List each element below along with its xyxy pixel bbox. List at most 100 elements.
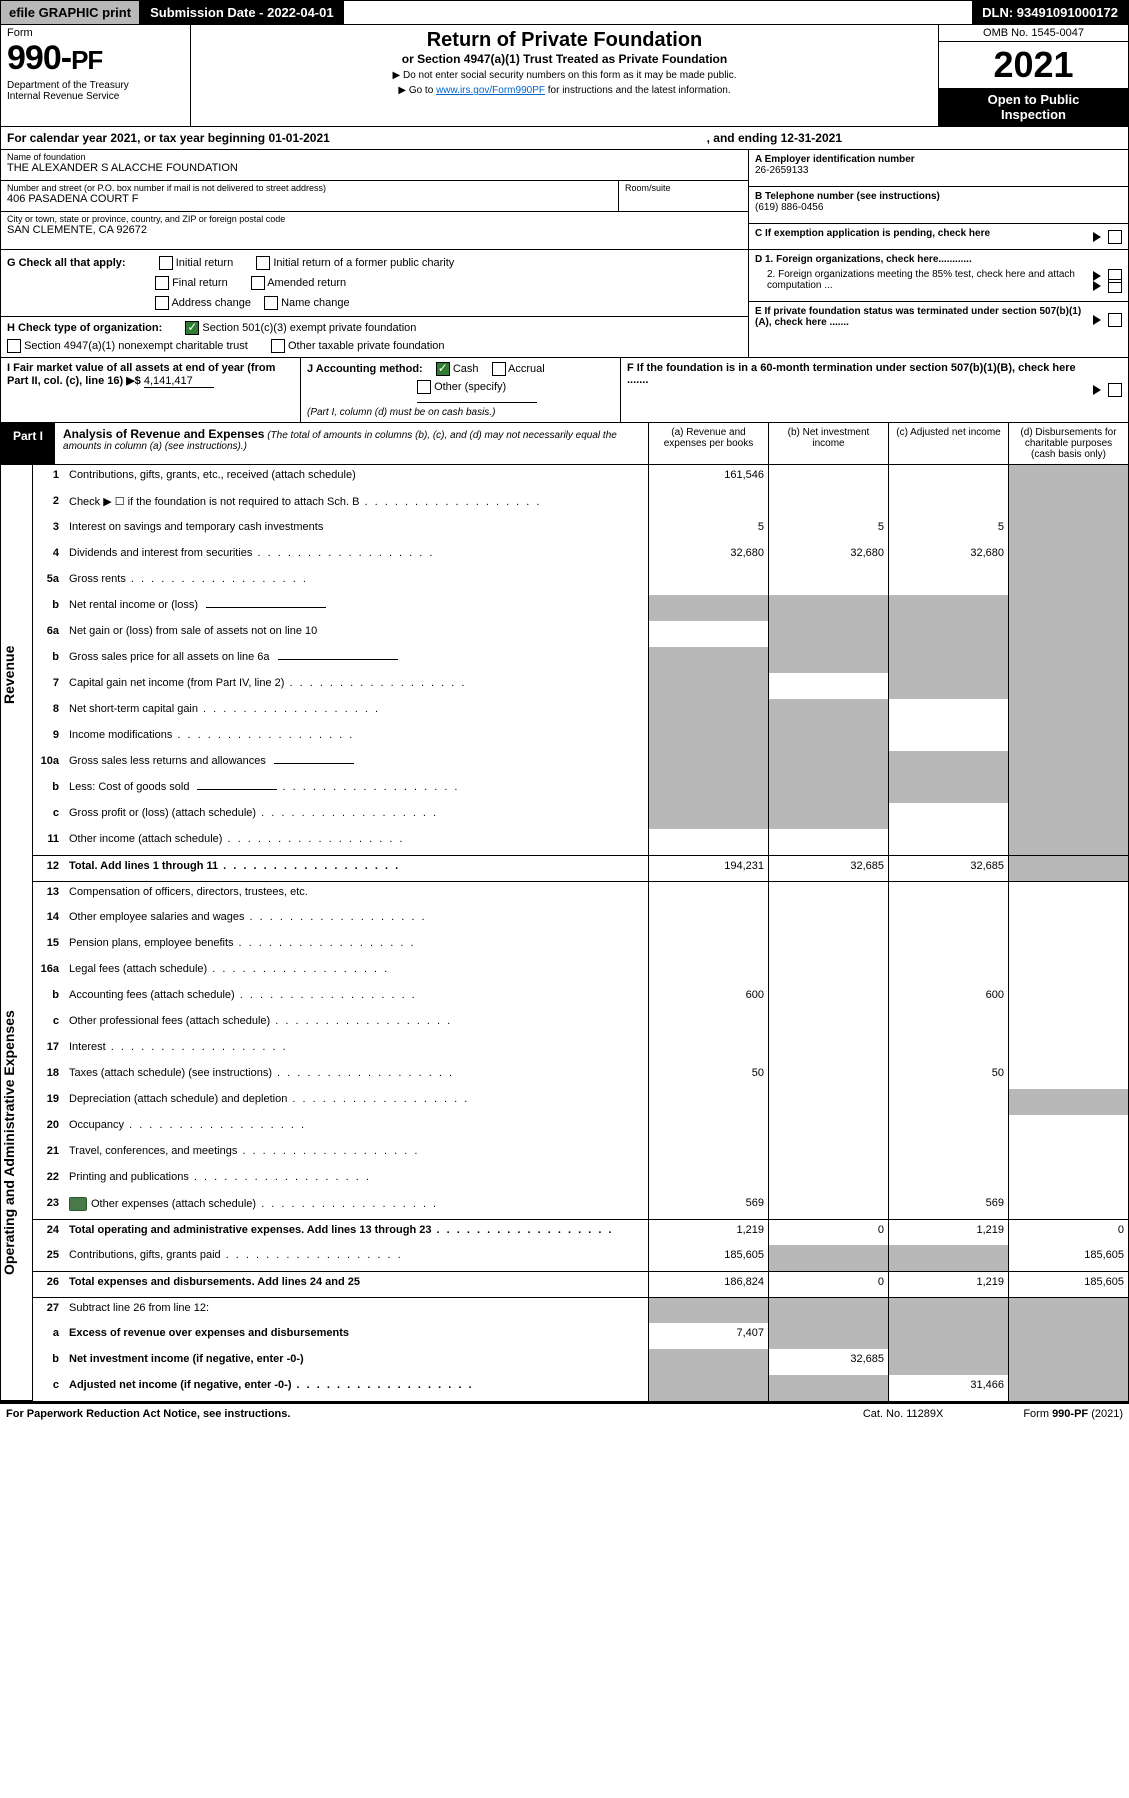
line-text: Gross sales less returns and allowances	[67, 751, 648, 777]
amt-c	[888, 882, 1008, 907]
dept-treasury: Department of the Treasury Internal Reve…	[7, 80, 184, 102]
amt-c	[888, 465, 1008, 491]
bullet-2-post: for instructions and the latest informat…	[545, 85, 731, 96]
line-num: 9	[33, 725, 67, 751]
amt-b	[768, 1063, 888, 1089]
line-row: 23Other expenses (attach schedule)569569	[33, 1193, 1128, 1219]
line-text: Other professional fees (attach schedule…	[67, 1011, 648, 1037]
g-opt-2: Final return	[172, 277, 228, 289]
line-num: 5a	[33, 569, 67, 595]
line-text: Gross sales price for all assets on line…	[67, 647, 648, 673]
d2-check	[1090, 279, 1122, 293]
d1-label: D 1. Foreign organizations, check here..…	[755, 254, 972, 265]
foundation-name: THE ALEXANDER S ALACCHE FOUNDATION	[7, 162, 742, 174]
amt-c	[888, 907, 1008, 933]
col-b: (b) Net investment income	[768, 423, 888, 464]
amt-a: 7,407	[648, 1323, 768, 1349]
amt-b	[768, 1011, 888, 1037]
part1-desc: Analysis of Revenue and Expenses (The to…	[55, 423, 648, 464]
line-row: 7Capital gain net income (from Part IV, …	[33, 673, 1128, 699]
g-opt-1: Initial return of a former public charit…	[273, 257, 454, 269]
omb-number: OMB No. 1545-0047	[939, 25, 1128, 42]
side-labels: Revenue Operating and Administrative Exp…	[1, 465, 33, 1401]
dln: DLN: 93491091000172	[972, 1, 1128, 24]
line-row: cOther professional fees (attach schedul…	[33, 1011, 1128, 1037]
form-number: 990-PF	[7, 39, 184, 78]
line-num: 7	[33, 673, 67, 699]
col-f: F If the foundation is in a 60-month ter…	[621, 358, 1128, 422]
amt-d	[1008, 699, 1128, 725]
line-text: Subtract line 26 from line 12:	[67, 1298, 648, 1323]
amt-d	[1008, 465, 1128, 491]
footer-right: Form 990-PF (2021)	[1023, 1408, 1123, 1420]
line-row: cAdjusted net income (if negative, enter…	[33, 1375, 1128, 1401]
city-cell: City or town, state or province, country…	[1, 212, 748, 242]
amt-d: 185,605	[1008, 1245, 1128, 1271]
amt-c	[888, 1298, 1008, 1323]
amt-d	[1008, 907, 1128, 933]
amt-c	[888, 1323, 1008, 1349]
amt-d	[1008, 1063, 1128, 1089]
line-row: 12Total. Add lines 1 through 11194,23132…	[33, 855, 1128, 881]
line-num: 4	[33, 543, 67, 569]
amt-a	[648, 1141, 768, 1167]
bullet-1: ▶ Do not enter social security numbers o…	[199, 70, 930, 81]
line-text: Interest on savings and temporary cash i…	[67, 517, 648, 543]
line-num: 23	[33, 1193, 67, 1219]
line-num: b	[33, 777, 67, 803]
j-label: J Accounting method:	[307, 363, 423, 375]
d-cell: D 1. Foreign organizations, check here..…	[749, 250, 1128, 302]
g-h-grid: G Check all that apply: Initial return I…	[0, 250, 1129, 358]
amt-c: 1,219	[888, 1220, 1008, 1245]
amt-c	[888, 1167, 1008, 1193]
line-row: 6aNet gain or (loss) from sale of assets…	[33, 621, 1128, 647]
amt-a	[648, 595, 768, 621]
line-text: Total expenses and disbursements. Add li…	[67, 1272, 648, 1297]
amt-d	[1008, 1011, 1128, 1037]
header-left: Form 990-PF Department of the Treasury I…	[1, 25, 191, 126]
line-row: 11Other income (attach schedule)	[33, 829, 1128, 855]
addr-cell: Number and street (or P.O. box number if…	[1, 181, 748, 212]
line-row: bGross sales price for all assets on lin…	[33, 647, 1128, 673]
amt-d	[1008, 829, 1128, 855]
amt-b	[768, 907, 888, 933]
h-opt-1: Section 4947(a)(1) nonexempt charitable …	[24, 340, 248, 352]
amt-a	[648, 1011, 768, 1037]
line-num: 16a	[33, 959, 67, 985]
line-text: Total operating and administrative expen…	[67, 1220, 648, 1245]
line-num: 11	[33, 829, 67, 855]
amt-b	[768, 1323, 888, 1349]
line-num: 8	[33, 699, 67, 725]
name-cell: Name of foundation THE ALEXANDER S ALACC…	[1, 150, 748, 181]
j-note: (Part I, column (d) must be on cash basi…	[307, 407, 495, 418]
gh-left: G Check all that apply: Initial return I…	[1, 250, 748, 357]
amt-a	[648, 673, 768, 699]
tax-year: 2021	[939, 42, 1128, 88]
line-num: 1	[33, 465, 67, 491]
line-row: 20Occupancy	[33, 1115, 1128, 1141]
topbar: efile GRAPHIC print Submission Date - 20…	[0, 0, 1129, 25]
amt-b	[768, 1375, 888, 1401]
amt-d	[1008, 569, 1128, 595]
amt-d: 0	[1008, 1220, 1128, 1245]
amt-c: 32,685	[888, 856, 1008, 881]
line-text: Net short-term capital gain	[67, 699, 648, 725]
amt-a: 186,824	[648, 1272, 768, 1297]
line-num: 24	[33, 1220, 67, 1245]
amt-b	[768, 959, 888, 985]
line-num: 21	[33, 1141, 67, 1167]
form-url-link[interactable]: www.irs.gov/Form990PF	[436, 85, 545, 96]
schedule-icon[interactable]	[69, 1197, 87, 1211]
line-row: 14Other employee salaries and wages	[33, 907, 1128, 933]
amt-b: 32,685	[768, 1349, 888, 1375]
amt-b	[768, 829, 888, 855]
amt-b: 5	[768, 517, 888, 543]
amt-d	[1008, 543, 1128, 569]
city-label: City or town, state or province, country…	[7, 214, 742, 224]
amt-b	[768, 777, 888, 803]
amt-d	[1008, 673, 1128, 699]
amt-b	[768, 1193, 888, 1219]
amt-b	[768, 933, 888, 959]
amt-a: 161,546	[648, 465, 768, 491]
amt-a	[648, 1037, 768, 1063]
